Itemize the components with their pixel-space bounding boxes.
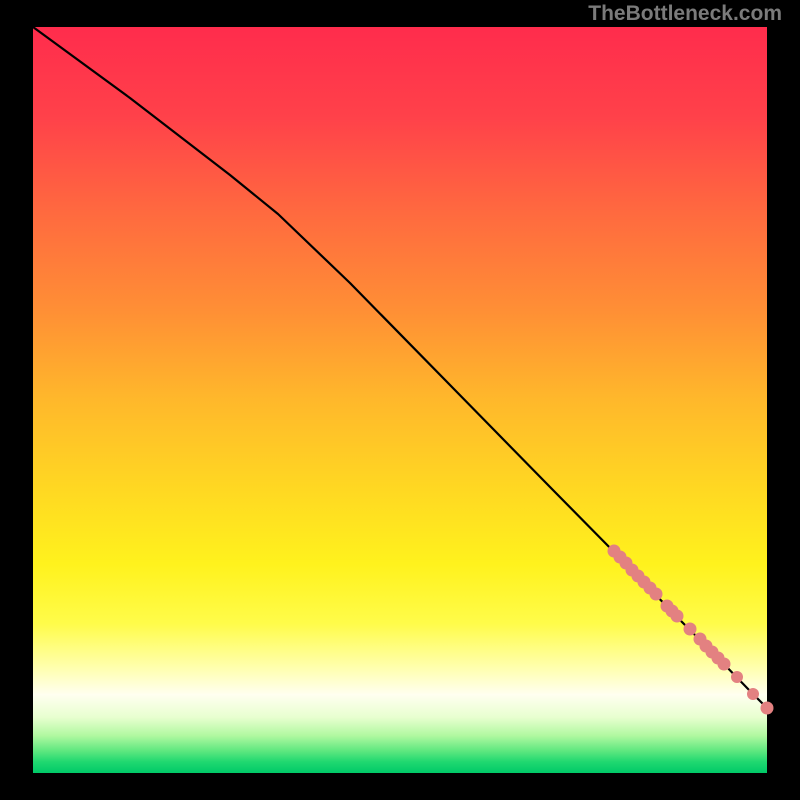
data-marker — [718, 658, 731, 671]
watermark-text: TheBottleneck.com — [588, 2, 782, 26]
plot-background — [33, 27, 767, 773]
data-marker — [650, 588, 663, 601]
data-marker — [684, 623, 697, 636]
data-marker — [747, 688, 759, 700]
data-marker — [731, 671, 743, 683]
data-marker — [671, 610, 684, 623]
bottleneck-chart — [0, 0, 800, 800]
data-marker — [761, 702, 774, 715]
